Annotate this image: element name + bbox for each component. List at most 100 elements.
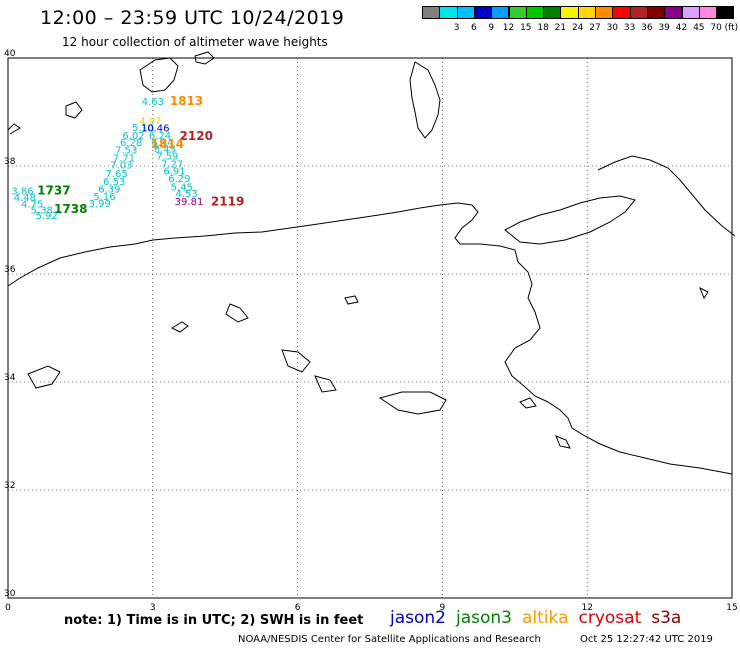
lon-tick-label: 9 (440, 603, 446, 613)
pass-time-label: 1814 (151, 137, 184, 151)
legend-tick-label: 39 (658, 23, 670, 33)
wave-height-value: 3.99 (89, 199, 111, 210)
generated-timestamp: Oct 25 12:27:42 UTC 2019 (580, 634, 713, 645)
island-c (344, 295, 359, 305)
lat-tick-label: 30 (4, 589, 16, 599)
island-d (281, 349, 311, 373)
legend-tick-label: 9 (488, 23, 495, 33)
satellite-legend: jason2 jason3 altika cryosat s3a (390, 608, 691, 628)
ibiza-coastline (65, 101, 83, 119)
wave-height-value: 4.97 (139, 116, 161, 127)
wave-height-value: 6.53 (103, 177, 125, 188)
legend-tick-label: 24 (571, 23, 584, 33)
wave-height-value: 7.03 (110, 161, 132, 172)
legend-tick-label: 15 (520, 23, 532, 33)
north-africa-coastline (7, 202, 733, 475)
pass-time-label: 2120 (180, 129, 213, 143)
legend-unit: (ft) (724, 23, 739, 33)
map-frame (7, 57, 733, 599)
wave-height-value: 7.53 (115, 146, 137, 157)
color-scale-legend: 3 6 9 12 15 18 21 24 27 30 33 36 39 42 45 70 (ft) (422, 6, 738, 36)
wave-height-value: 6.34 (151, 138, 173, 149)
map-title: 12:00 – 23:59 UTC 10/24/2019 (40, 7, 345, 29)
legend-tick-label: 42 (675, 23, 688, 33)
lat-tick-label: 32 (4, 481, 15, 491)
legend-tick-label: 21 (554, 23, 567, 33)
wave-height-value: 6.39 (98, 184, 120, 195)
wave-height-value: 5.16 (93, 192, 115, 203)
legend-tick-label: 27 (589, 23, 601, 33)
pass-time-label: 1813 (170, 94, 203, 108)
wave-height-value: 6.29 (168, 174, 190, 185)
footer-note: note: 1) Time is in UTC; 2) SWH is in fe… (64, 613, 364, 628)
island-e (314, 375, 337, 393)
spain-coastline (7, 123, 21, 135)
satellite-altika: altika (522, 608, 569, 628)
island-a (170, 321, 189, 333)
lon-tick-label: 3 (150, 603, 156, 613)
island-g (378, 391, 447, 415)
sardinia-coastline (409, 61, 441, 139)
satellite-cryosat: cryosat (578, 608, 642, 628)
legend-tick-label: 36 (641, 23, 653, 33)
legend-tick-label: 30 (606, 23, 619, 33)
menorca-coastline (194, 51, 215, 65)
legend-tick-label: 18 (537, 23, 549, 33)
pass-time-label: 1737 (37, 184, 70, 198)
wave-height-value: 6.24 (149, 131, 171, 142)
legend-tick-label: 3 (453, 23, 460, 33)
wave-height-value: 5.92 (35, 211, 57, 222)
wave-height-value: 7.65 (105, 169, 127, 180)
satellite-jason2: jason2 (390, 608, 446, 628)
wave-height-value: 8.45 (154, 145, 176, 156)
wave-height-value: 5.10 (132, 123, 154, 134)
island-b (225, 303, 249, 323)
wave-height-value: 3.86 (11, 187, 33, 198)
legend-tick-label: 33 (623, 23, 636, 33)
lat-tick-label: 34 (4, 373, 16, 383)
credit-line: NOAA/NESDIS Center for Satellite Applica… (238, 634, 541, 645)
lon-tick-label: 15 (726, 603, 737, 613)
wave-height-value: 6.28 (120, 138, 142, 149)
lon-tick-label: 0 (5, 603, 11, 613)
lat-tick-label: 40 (4, 49, 16, 59)
pass-time-label: 2119 (211, 194, 244, 208)
island-i (519, 397, 537, 409)
coastline (7, 51, 736, 475)
wave-height-value: 4.48 (14, 193, 36, 204)
wave-height-value: 5.45 (171, 182, 193, 193)
wave-height-value: 39.81 (175, 197, 204, 208)
wave-height-value: 7.27 (161, 160, 183, 171)
lat-tick-label: 36 (4, 265, 16, 275)
wave-height-value: 6.02 (122, 131, 144, 142)
lon-tick-label: 6 (295, 603, 301, 613)
legend-swatch (716, 6, 735, 19)
wave-height-value: 6.91 (163, 167, 185, 178)
wave-height-value: 4.75 (21, 200, 43, 211)
map-subtitle: 12 hour collection of altimeter wave hei… (62, 35, 328, 49)
satellite-jason3: jason3 (456, 608, 512, 628)
satellite-s3a: s3a (651, 608, 682, 628)
legend-tick-label: 45 (693, 23, 705, 33)
pass-time-label: 1738 (54, 202, 87, 216)
mallorca-coastline (139, 57, 179, 93)
legend-tick-label: 70 (710, 23, 722, 33)
legend-tick-label: 6 (471, 23, 477, 33)
wave-height-value: 4.53 (175, 189, 197, 200)
wave-height-value: 7.71 (113, 154, 135, 165)
island-f (27, 365, 61, 389)
legend-tick-label: 12 (502, 23, 515, 33)
wave-height-value: 4.63 (142, 97, 164, 108)
wave-height-value: 7.59 (156, 152, 178, 163)
wave-height-value: 5.38 (31, 206, 53, 217)
italy-coastline (597, 155, 736, 237)
wave-height-value: 10.46 (141, 123, 170, 134)
island-j (699, 286, 709, 300)
sicily-coastline (504, 195, 636, 245)
lon-tick-label: 12 (581, 603, 592, 613)
island-h (555, 435, 571, 449)
